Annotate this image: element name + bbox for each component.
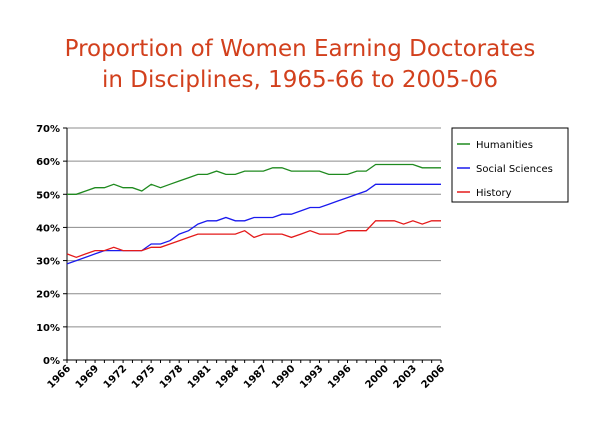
x-tick-label: 1981 <box>186 363 213 390</box>
y-tick-label: 10% <box>36 323 60 334</box>
x-tick-label: 1987 <box>242 363 269 390</box>
chart-title: Proportion of Women Earning Doctorates i… <box>0 34 600 96</box>
legend-label: Humanities <box>476 140 533 151</box>
y-tick-label: 50% <box>36 190 60 201</box>
legend-label: History <box>476 188 512 199</box>
y-tick-label: 40% <box>36 223 60 234</box>
gridlines <box>67 127 441 328</box>
x-tick-label: 1996 <box>326 363 353 390</box>
x-tick-label: 1969 <box>74 363 101 390</box>
series-line-humanities <box>67 163 441 195</box>
y-tick-label: 0% <box>43 356 60 367</box>
axes <box>66 128 441 361</box>
y-axis-ticks: 0% 10% 20% 30% 40% 50% 60% 70% <box>36 124 67 367</box>
series-line-social-sciences <box>66 183 441 265</box>
y-tick-label: 70% <box>36 124 60 135</box>
series-line-history <box>66 220 441 258</box>
legend-label: Social Sciences <box>476 164 553 175</box>
y-tick-label: 60% <box>36 157 60 168</box>
x-tick-label: 1984 <box>214 363 241 390</box>
x-tick-label: 2006 <box>420 363 447 390</box>
y-tick-label: 20% <box>36 290 60 301</box>
x-tick-label: 1966 <box>46 363 73 390</box>
x-tick-label: 1975 <box>130 363 157 390</box>
chart-title-line-2: in Disciplines, 1965-66 to 2005-06 <box>101 67 499 93</box>
legend: Humanities Social Sciences History <box>451 127 569 203</box>
x-tick-label: 1993 <box>298 363 325 390</box>
x-tick-label: 1972 <box>102 363 129 390</box>
x-tick-label: 1990 <box>270 363 297 390</box>
x-tick-label: 1978 <box>158 363 185 390</box>
series-lines <box>66 163 441 265</box>
y-tick-label: 30% <box>36 257 60 268</box>
x-tick-label: 2000 <box>364 363 391 390</box>
x-axis-ticks: 1966 1969 1972 1975 1978 1981 1984 1987 1990 1993… <box>46 360 447 391</box>
legend-box <box>451 127 569 203</box>
x-tick-label: 2003 <box>392 363 419 390</box>
chart-title-line-1: Proportion of Women Earning Doctorates <box>64 36 536 62</box>
